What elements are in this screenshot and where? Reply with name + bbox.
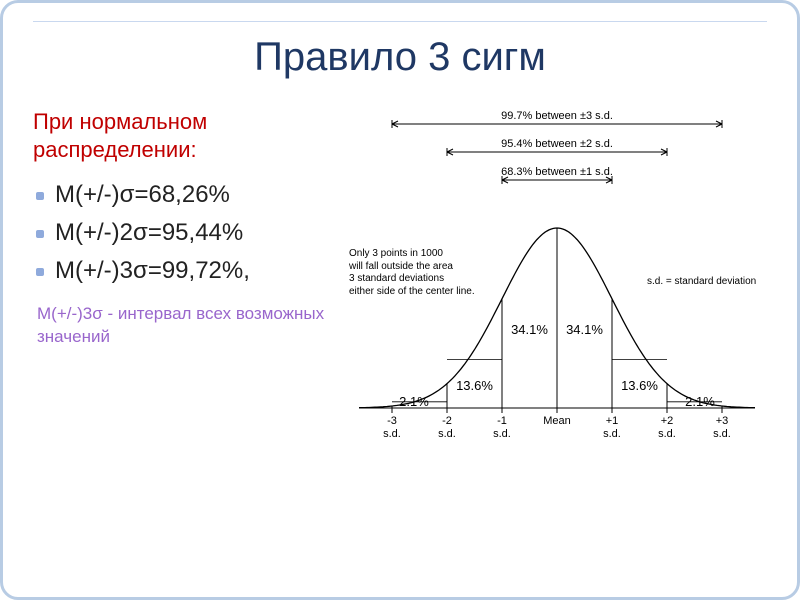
bracket-label: 68.3% between ±1 s.d. bbox=[487, 166, 627, 178]
bullet-item: М(+/-)2σ=95,44% bbox=[33, 219, 343, 247]
axis-tick-sublabel: s.d. bbox=[597, 428, 627, 441]
bracket-label: 99.7% between ±3 s.d. bbox=[487, 110, 627, 122]
left-column: При нормальном распределении: М(+/-)σ=68… bbox=[33, 108, 343, 366]
content-row: При нормальном распределении: М(+/-)σ=68… bbox=[33, 108, 767, 478]
axis-tick-label: +1 bbox=[597, 415, 627, 428]
bell-curve-chart: 99.7% between ±3 s.d. 95.4% between ±2 s.… bbox=[347, 108, 767, 478]
axis-tick-sublabel: s.d. bbox=[707, 428, 737, 441]
area-percentage: 13.6% bbox=[455, 378, 495, 393]
top-rule bbox=[33, 21, 767, 22]
area-percentage: 34.1% bbox=[510, 322, 550, 337]
axis-tick-label: Mean bbox=[542, 415, 572, 428]
axis-tick-sublabel: s.d. bbox=[432, 428, 462, 441]
area-percentage: 13.6% bbox=[620, 378, 660, 393]
bullet-item: М(+/-)σ=68,26% bbox=[33, 181, 343, 209]
area-percentage: 2.1% bbox=[394, 394, 434, 409]
footnote: М(+/-)3σ - интервал всех возможных значе… bbox=[33, 303, 343, 349]
axis-tick-sublabel: s.d. bbox=[487, 428, 517, 441]
area-percentage: 2.1% bbox=[680, 394, 720, 409]
side-note-right: s.d. = standard deviation bbox=[647, 276, 767, 289]
axis-tick-label: -2 bbox=[432, 415, 462, 428]
axis-tick-label: +3 bbox=[707, 415, 737, 428]
axis-tick-sublabel: s.d. bbox=[377, 428, 407, 441]
left-heading: При нормальном распределении: bbox=[33, 108, 343, 163]
right-column: 99.7% between ±3 s.d. 95.4% between ±2 s.… bbox=[343, 108, 767, 478]
axis-tick-label: -3 bbox=[377, 415, 407, 428]
bullet-item: М(+/-)3σ=99,72%, bbox=[33, 257, 343, 285]
slide-frame: Правило 3 сигм При нормальном распределе… bbox=[0, 0, 800, 600]
axis-tick-label: -1 bbox=[487, 415, 517, 428]
axis-tick-sublabel: s.d. bbox=[652, 428, 682, 441]
page-title: Правило 3 сигм bbox=[33, 35, 767, 80]
axis-tick-label: +2 bbox=[652, 415, 682, 428]
area-percentage: 34.1% bbox=[565, 322, 605, 337]
bracket-label: 95.4% between ±2 s.d. bbox=[487, 138, 627, 150]
sigma-bullets: М(+/-)σ=68,26% М(+/-)2σ=95,44% М(+/-)3σ=… bbox=[33, 181, 343, 285]
side-note-left: Only 3 points in 1000will fall outside t… bbox=[349, 248, 479, 298]
